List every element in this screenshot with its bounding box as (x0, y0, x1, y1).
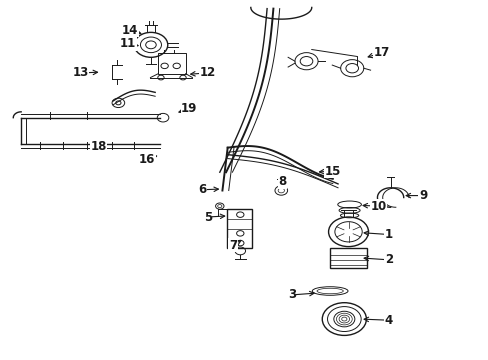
Text: 17: 17 (373, 46, 389, 59)
Text: 12: 12 (199, 66, 215, 80)
Bar (329, 248, 366, 267)
Text: 19: 19 (181, 102, 197, 115)
Text: 13: 13 (72, 66, 88, 80)
Text: 14: 14 (122, 23, 138, 37)
Text: 16: 16 (139, 153, 155, 166)
Text: 7: 7 (228, 239, 237, 252)
Text: 4: 4 (384, 314, 392, 327)
Bar (158, 53, 185, 74)
Text: 15: 15 (324, 165, 340, 177)
Text: 9: 9 (418, 189, 427, 202)
Text: 1: 1 (384, 228, 392, 241)
Text: 3: 3 (287, 288, 295, 301)
Text: 5: 5 (203, 211, 211, 224)
Text: 10: 10 (369, 199, 386, 213)
Text: 11: 11 (120, 37, 136, 50)
Text: 8: 8 (278, 175, 286, 188)
Text: 2: 2 (384, 253, 392, 266)
Text: 6: 6 (198, 183, 206, 196)
Bar (226, 209, 251, 248)
Text: 18: 18 (90, 140, 106, 153)
